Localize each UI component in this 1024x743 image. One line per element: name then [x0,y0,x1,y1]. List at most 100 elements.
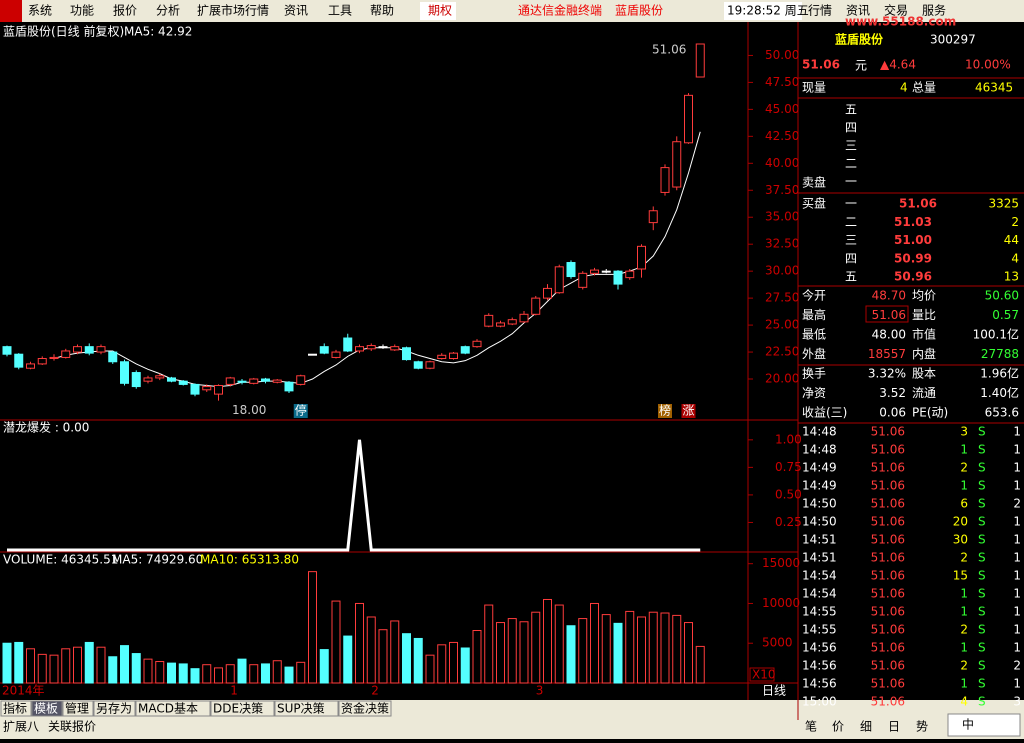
menu-item[interactable]: 分析 [156,4,180,18]
quote-tab[interactable]: 价 [832,720,844,734]
tab-bg [135,700,211,717]
volume-bar [472,630,482,684]
candle-body [684,94,693,144]
link[interactable]: 蓝盾股份 [615,4,663,18]
candle-body [61,350,71,358]
value: 1.40亿 [980,385,1019,400]
bottom-tab[interactable]: 模板 [34,702,58,716]
bottom-tab[interactable]: 资金决策 [341,701,389,716]
bottom-tab[interactable]: SUP决策 [277,702,325,716]
trade-side: S [978,515,986,529]
level: 三 [845,139,857,153]
trade-volume: 2 [960,659,968,673]
trade-time: 14:50 [802,497,837,511]
candle-body [672,141,682,188]
bottom-tab[interactable]: 管理 [65,701,89,716]
y-tick-label: 15000 [762,556,800,570]
marker-bg [293,404,308,418]
volume-bar [272,660,282,684]
candle-body [496,322,505,327]
trade-volume: 2 [960,551,968,565]
menu-item[interactable]: 工具 [328,4,352,18]
trade-price: 51.06 [871,461,905,475]
volume-bar [695,645,705,684]
tab-bg [338,700,392,717]
volume-bar [543,598,552,684]
menu-item[interactable]: 系统 [28,4,52,18]
trade-price: 51.06 [871,497,905,511]
candle-body [249,378,259,384]
trade-price: 51.06 [871,569,905,583]
volume-bar [2,642,12,684]
volume-bar [120,645,129,684]
value: 100.1亿 [973,327,1019,342]
ime-bg [947,713,1021,737]
bid-volume: 4 [1011,251,1019,265]
quote-tab[interactable]: 日 [888,720,900,734]
menu-item[interactable]: 扩展市场行情 [197,3,269,18]
y-tick-label: 47.50 [765,75,799,89]
label: PE(动) [912,406,948,420]
bottom-tab[interactable]: DDE决策 [213,702,263,716]
quote-tab[interactable]: 势 [916,720,928,734]
volume-bar [496,622,505,684]
bottom-tab[interactable]: MACD基本 [138,702,198,716]
value: 3.52 [879,386,906,400]
value: 0.06 [879,406,906,420]
top-tab[interactable]: 资讯 [846,4,870,18]
stock-name: 蓝盾股份 [835,32,884,47]
menu-highlight-bg [420,2,456,20]
level: 二 [845,215,857,229]
clock-bg [724,2,802,20]
bottom-tab[interactable]: 扩展八 [3,720,39,734]
trade-count: 1 [1013,677,1021,691]
volume-bar [61,648,71,684]
trade-price: 51.06 [871,659,905,673]
label: 净资 [802,386,826,400]
value: 46345 [975,81,1013,95]
trade-count: 2 [1013,659,1021,673]
y-tick-label: 42.50 [765,129,799,143]
menu-item[interactable]: 报价 [113,3,137,18]
trade-side: S [978,659,986,673]
trade-side: S [978,587,986,601]
bottom-tab[interactable]: 关联报价 [48,719,96,734]
label: 总量 [912,81,936,95]
menu-item[interactable]: 帮助 [370,4,394,18]
candle-body [625,270,635,279]
bottom-tab[interactable]: 另存为 [96,702,132,716]
quote-tab[interactable]: 笔 [805,719,817,734]
ma-label: MA5: 42.92 [124,25,192,39]
trade-price: 51.06 [871,677,905,691]
trade-time: 14:56 [802,641,837,655]
link[interactable]: 通达信金融终端 [518,3,602,18]
volume-bar [178,663,188,684]
trade-time: 14:49 [802,461,837,475]
bid-volume: 2 [1011,215,1019,229]
candle-body [390,346,400,351]
candle-body [519,313,529,323]
top-tab[interactable]: 服务 [922,3,946,18]
candle-body [296,375,306,385]
candle-body [437,354,447,360]
label: 今开 [802,288,826,303]
top-tab[interactable]: 交易 [884,3,908,18]
candle-body [237,380,247,383]
trade-volume: 1 [960,641,968,655]
trade-volume: 4 [960,695,968,709]
volume-bar [637,616,646,684]
menu-item[interactable]: 资讯 [284,4,308,18]
trade-side: S [978,605,986,619]
change: ▲4.64 [880,58,916,72]
bottom-tab[interactable]: 指标 [3,701,27,716]
y-tick-label: 27.50 [765,291,799,305]
menu-item[interactable]: 功能 [70,4,94,18]
volume-bar [590,602,599,684]
volume-bar [601,614,611,684]
volume-bar [261,663,270,684]
candle-body [695,43,705,78]
menu-item[interactable]: 期权 [428,4,452,18]
quote-tab[interactable]: 细 [860,720,872,734]
x-tick-label: 1 [230,684,238,698]
top-tab[interactable]: 行情 [808,4,832,18]
